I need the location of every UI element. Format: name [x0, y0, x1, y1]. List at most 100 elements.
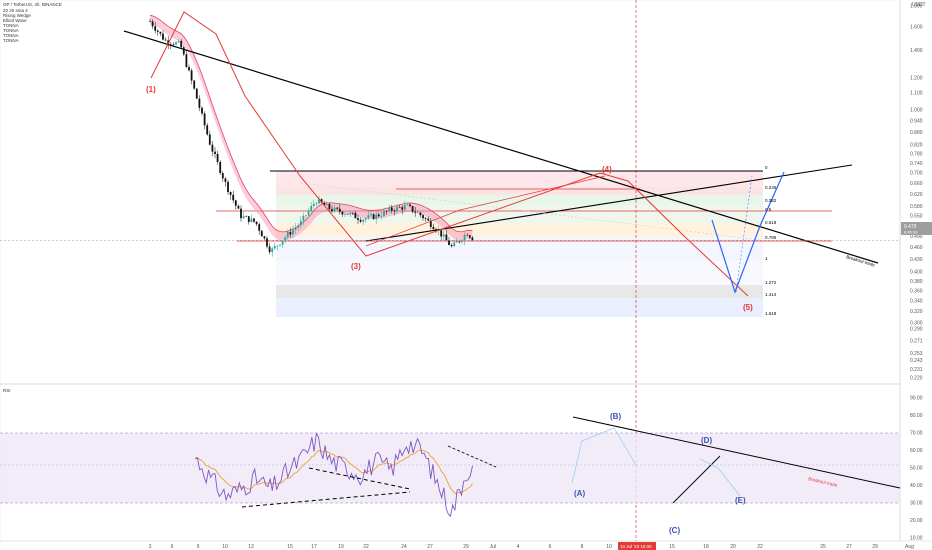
candle-body[interactable]: [198, 98, 201, 108]
candle-body[interactable]: [193, 80, 196, 89]
candle-body[interactable]: [203, 113, 206, 126]
candle-body[interactable]: [292, 229, 294, 235]
candle-body[interactable]: [398, 206, 401, 208]
candle-body[interactable]: [302, 215, 305, 221]
candle-body[interactable]: [429, 220, 432, 227]
descending-trendline[interactable]: [123, 30, 879, 264]
candle-body[interactable]: [375, 214, 378, 220]
candle-body[interactable]: [240, 208, 242, 219]
candle-body[interactable]: [445, 234, 448, 241]
candle-body[interactable]: [185, 54, 188, 67]
candle-body[interactable]: [266, 238, 268, 247]
candle-body[interactable]: [190, 70, 193, 81]
candle-body[interactable]: [466, 234, 469, 236]
candle-body[interactable]: [224, 178, 227, 182]
candle-body[interactable]: [450, 245, 453, 247]
candle-body[interactable]: [247, 216, 250, 223]
candle-body[interactable]: [276, 245, 279, 247]
candle-body[interactable]: [172, 44, 175, 45]
candle-body[interactable]: [167, 40, 170, 45]
candle-body[interactable]: [182, 47, 185, 55]
candle-body[interactable]: [206, 125, 209, 135]
candle-body[interactable]: [156, 30, 159, 32]
candle-body[interactable]: [268, 246, 271, 253]
candle-body[interactable]: [151, 21, 154, 27]
candle-body[interactable]: [227, 181, 229, 192]
fib-retracement[interactable]: [276, 171, 763, 317]
candle-body[interactable]: [409, 204, 411, 207]
candle-body[interactable]: [250, 218, 253, 223]
candle-body[interactable]: [440, 230, 443, 237]
candle-body[interactable]: [341, 211, 344, 215]
candle-body[interactable]: [289, 232, 292, 235]
candle-body[interactable]: [422, 215, 424, 219]
candle-body[interactable]: [442, 234, 445, 237]
candle-body[interactable]: [310, 206, 313, 211]
candle-body[interactable]: [380, 215, 383, 217]
candle-body[interactable]: [338, 208, 341, 212]
candle-body[interactable]: [419, 212, 422, 216]
candle-body[interactable]: [448, 240, 450, 246]
candle-body[interactable]: [232, 194, 235, 201]
candle-body[interactable]: [359, 219, 362, 222]
candle-body[interactable]: [471, 237, 474, 241]
candle-body[interactable]: [273, 246, 276, 249]
wedge-support-line[interactable]: [365, 164, 853, 242]
candle-body[interactable]: [336, 207, 339, 209]
candle-body[interactable]: [188, 66, 190, 71]
candle-body[interactable]: [463, 234, 466, 241]
candle-body[interactable]: [320, 199, 323, 203]
candle-body[interactable]: [393, 210, 396, 212]
candle-body[interactable]: [458, 241, 461, 243]
candle-body[interactable]: [455, 241, 458, 243]
candle-body[interactable]: [258, 224, 261, 231]
candle-body[interactable]: [297, 225, 300, 228]
candle-body[interactable]: [221, 173, 224, 179]
candle-body[interactable]: [372, 214, 375, 220]
candle-body[interactable]: [286, 232, 289, 238]
candle-body[interactable]: [234, 200, 237, 206]
candle-body[interactable]: [354, 212, 357, 219]
candle-body[interactable]: [414, 211, 417, 213]
candle-body[interactable]: [169, 44, 172, 45]
candle-body[interactable]: [416, 212, 419, 214]
candle-body[interactable]: [245, 216, 248, 217]
rsi-panel[interactable]: RSI 90.00 80.00 70.00 60.00 50.00 40.00 30.00 2…: [0, 388, 923, 542]
candle-body[interactable]: [357, 218, 359, 220]
candle-body[interactable]: [362, 219, 365, 222]
candle-body[interactable]: [403, 205, 406, 210]
candle-body[interactable]: [346, 213, 349, 215]
candle-body[interactable]: [177, 40, 180, 43]
trend-lines[interactable]: [123, 30, 879, 264]
candle-body[interactable]: [154, 26, 157, 31]
candle-body[interactable]: [351, 212, 354, 214]
candle-body[interactable]: [149, 21, 151, 22]
candle-body[interactable]: [195, 88, 198, 99]
candle-body[interactable]: [253, 218, 255, 222]
candle-body[interactable]: [255, 221, 258, 225]
candle-body[interactable]: [383, 210, 385, 216]
candle-body[interactable]: [390, 207, 393, 211]
candle-body[interactable]: [344, 213, 346, 215]
candle-body[interactable]: [411, 206, 414, 212]
candle-body[interactable]: [180, 40, 183, 48]
candle-body[interactable]: [432, 226, 435, 230]
candle-body[interactable]: [216, 153, 219, 162]
candle-body[interactable]: [307, 210, 310, 216]
candle-body[interactable]: [315, 203, 318, 205]
candle-body[interactable]: [424, 218, 427, 219]
candle-body[interactable]: [219, 161, 222, 174]
candle-body[interactable]: [263, 236, 266, 239]
candle-body[interactable]: [427, 218, 430, 221]
candle-body[interactable]: [318, 199, 320, 204]
candle-body[interactable]: [388, 207, 391, 212]
candle-body[interactable]: [468, 235, 471, 238]
candle-body[interactable]: [328, 204, 331, 210]
candle-body[interactable]: [370, 214, 372, 216]
candle-body[interactable]: [260, 230, 263, 237]
candle-body[interactable]: [281, 240, 284, 245]
candle-body[interactable]: [377, 214, 380, 217]
candle-body[interactable]: [349, 212, 352, 215]
candle-body[interactable]: [364, 218, 367, 220]
